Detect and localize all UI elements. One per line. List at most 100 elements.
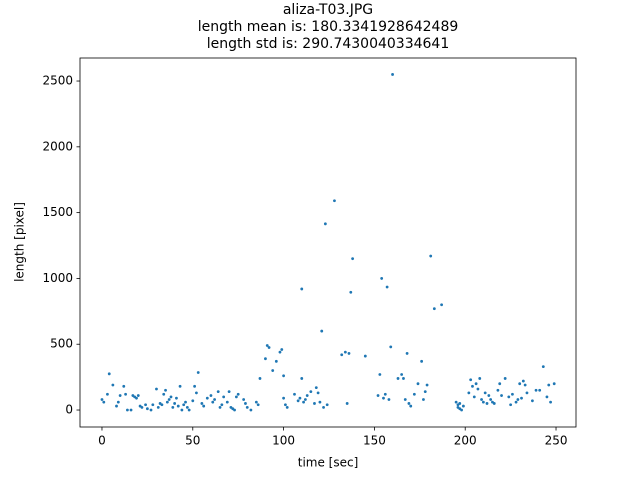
point (296, 399, 300, 403)
point (478, 377, 482, 380)
point (135, 396, 138, 400)
point (396, 377, 400, 380)
point (156, 405, 160, 409)
point (100, 398, 104, 401)
y-tick-label: 2500 (42, 74, 73, 88)
point (209, 394, 213, 397)
point (173, 402, 177, 405)
point (467, 391, 471, 395)
point (420, 359, 424, 363)
point (343, 350, 347, 354)
point (182, 403, 186, 407)
point (405, 352, 409, 355)
point (116, 400, 120, 404)
point (323, 222, 327, 226)
point (320, 329, 324, 333)
point (278, 350, 282, 354)
point (472, 395, 476, 399)
point (222, 395, 226, 399)
point (185, 405, 189, 409)
point (500, 394, 503, 397)
point (107, 372, 111, 376)
point (511, 392, 514, 396)
point (309, 390, 313, 394)
x-tick-label: 50 (185, 434, 200, 448)
point (409, 404, 413, 408)
plot-frame (79, 57, 577, 428)
point (520, 396, 523, 400)
x-tick-label: 250 (545, 434, 568, 448)
point (514, 400, 518, 404)
point (507, 395, 511, 399)
point (144, 403, 147, 407)
point (347, 352, 351, 355)
point (516, 398, 520, 401)
point (216, 390, 220, 394)
chart-title: length mean is: 180.3341928642489 (198, 19, 459, 35)
point (425, 383, 429, 387)
point (313, 402, 316, 405)
y-tick-label: 0 (65, 403, 73, 417)
chart-title: length std is: 290.7430040334641 (207, 36, 450, 52)
point (167, 398, 171, 401)
point (403, 398, 407, 401)
point (274, 359, 278, 363)
point (213, 398, 216, 401)
point (254, 400, 258, 404)
point (325, 403, 329, 407)
point (298, 396, 302, 400)
point (225, 400, 229, 404)
point (340, 353, 344, 357)
point (376, 394, 380, 397)
point (349, 290, 353, 294)
y-tick-label: 2000 (42, 139, 73, 153)
point (160, 403, 164, 407)
point (485, 402, 489, 405)
point (302, 400, 305, 404)
point (480, 398, 483, 401)
point (333, 199, 336, 203)
point (140, 405, 144, 409)
point (193, 384, 197, 388)
point (538, 388, 542, 392)
point (122, 384, 126, 388)
point (461, 404, 465, 408)
point (184, 400, 187, 404)
point (191, 399, 195, 403)
point (471, 384, 474, 388)
point (318, 400, 322, 404)
point (233, 408, 236, 412)
point (509, 403, 513, 407)
point (483, 391, 487, 395)
point (282, 396, 285, 400)
point (285, 405, 289, 409)
point (244, 402, 247, 405)
point (474, 382, 478, 386)
point (175, 396, 178, 400)
point (265, 344, 269, 347)
point (547, 383, 551, 387)
point (106, 392, 109, 396)
point (545, 395, 549, 399)
point (383, 392, 387, 396)
point (492, 402, 496, 405)
point (178, 384, 182, 388)
point (249, 408, 253, 412)
point (284, 403, 287, 407)
point (385, 285, 389, 289)
point (489, 398, 493, 401)
point (316, 391, 320, 395)
point (534, 388, 538, 392)
point (129, 408, 133, 412)
point (264, 357, 267, 361)
point (496, 388, 500, 392)
point (176, 404, 180, 408)
point (155, 387, 158, 391)
point (402, 377, 405, 380)
point (412, 392, 416, 396)
point (115, 404, 118, 408)
point (202, 404, 206, 408)
point (391, 73, 394, 76)
point (521, 379, 525, 383)
point (303, 398, 307, 401)
